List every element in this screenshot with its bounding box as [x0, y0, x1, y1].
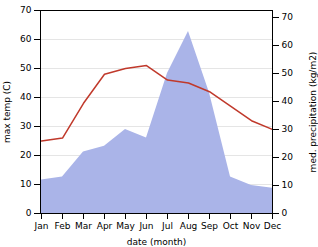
svg-text:50: 50 [20, 63, 32, 73]
svg-text:date (month): date (month) [127, 237, 186, 247]
svg-text:10: 10 [20, 179, 32, 189]
svg-text:Nov: Nov [243, 221, 261, 231]
svg-text:60: 60 [282, 40, 294, 50]
svg-text:40: 40 [20, 92, 32, 102]
svg-text:May: May [116, 221, 135, 231]
svg-text:20: 20 [20, 150, 32, 160]
svg-text:Mar: Mar [75, 221, 92, 231]
svg-text:30: 30 [20, 121, 32, 131]
svg-text:0: 0 [282, 208, 288, 218]
svg-text:70: 70 [282, 12, 294, 22]
svg-text:med. precipitation (kg/m2): med. precipitation (kg/m2) [308, 52, 318, 173]
svg-text:Oct: Oct [223, 221, 239, 231]
svg-text:70: 70 [20, 5, 32, 15]
svg-text:max temp (C): max temp (C) [2, 81, 12, 143]
svg-text:40: 40 [282, 96, 294, 106]
svg-text:Apr: Apr [97, 221, 113, 231]
svg-text:Sep: Sep [201, 221, 218, 231]
svg-text:0: 0 [26, 208, 32, 218]
svg-text:60: 60 [20, 34, 32, 44]
svg-text:Jan: Jan [34, 221, 49, 231]
svg-text:Feb: Feb [55, 221, 71, 231]
svg-text:10: 10 [282, 180, 294, 190]
svg-text:50: 50 [282, 68, 294, 78]
svg-text:Jun: Jun [138, 221, 153, 231]
svg-text:Dec: Dec [264, 221, 281, 231]
svg-text:20: 20 [282, 152, 294, 162]
svg-text:Jul: Jul [161, 221, 173, 231]
svg-text:30: 30 [282, 124, 294, 134]
svg-text:Aug: Aug [180, 221, 198, 231]
